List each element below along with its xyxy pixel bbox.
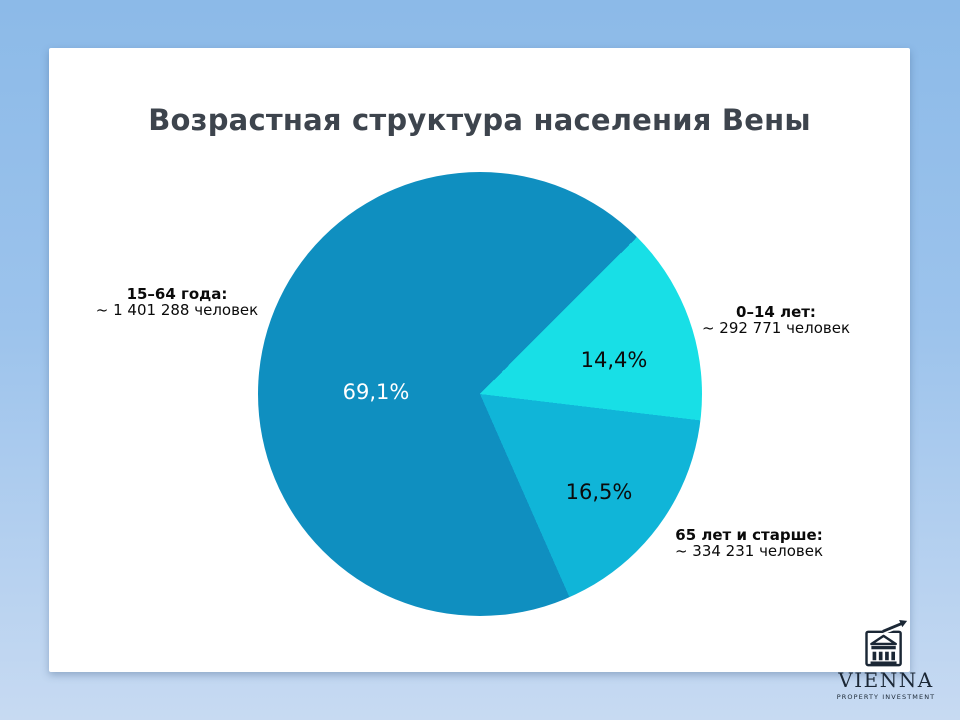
pie-percent-label-65plus: 16,5% (565, 480, 633, 504)
pie-chart (258, 172, 702, 616)
slice-callout-value: ~ 292 771 человек (701, 319, 851, 337)
slice-callout-value: ~ 334 231 человек (674, 542, 824, 560)
logo-tagline: PROPERTY INVESTMENT (836, 693, 936, 701)
chart-card: Возрастная структура населения Вены 69,1… (49, 48, 910, 672)
logo-vienna-property-investment: VIENNA PROPERTY INVESTMENT (834, 618, 938, 701)
slice-callout-title: 15–64 года: (126, 285, 228, 303)
logo-name: VIENNA (838, 668, 934, 692)
slice-callout-title: 0–14 лет: (736, 303, 816, 321)
building-growth-icon (865, 619, 908, 667)
slice-callout-65plus: 65 лет и старше: ~ 334 231 человек (629, 527, 869, 559)
pie-percent-label-15-64: 69,1% (342, 380, 410, 404)
slice-callout-title: 65 лет и старше: (675, 526, 823, 544)
slice-callout-0-14: 0–14 лет: ~ 292 771 человек (656, 304, 896, 336)
slice-callout-value: ~ 1 401 288 человек (95, 301, 259, 319)
pie-percent-label-0-14: 14,4% (580, 348, 648, 372)
slice-callout-15-64: 15–64 года: ~ 1 401 288 человек (57, 286, 297, 318)
chart-title: Возрастная структура населения Вены (148, 103, 811, 137)
